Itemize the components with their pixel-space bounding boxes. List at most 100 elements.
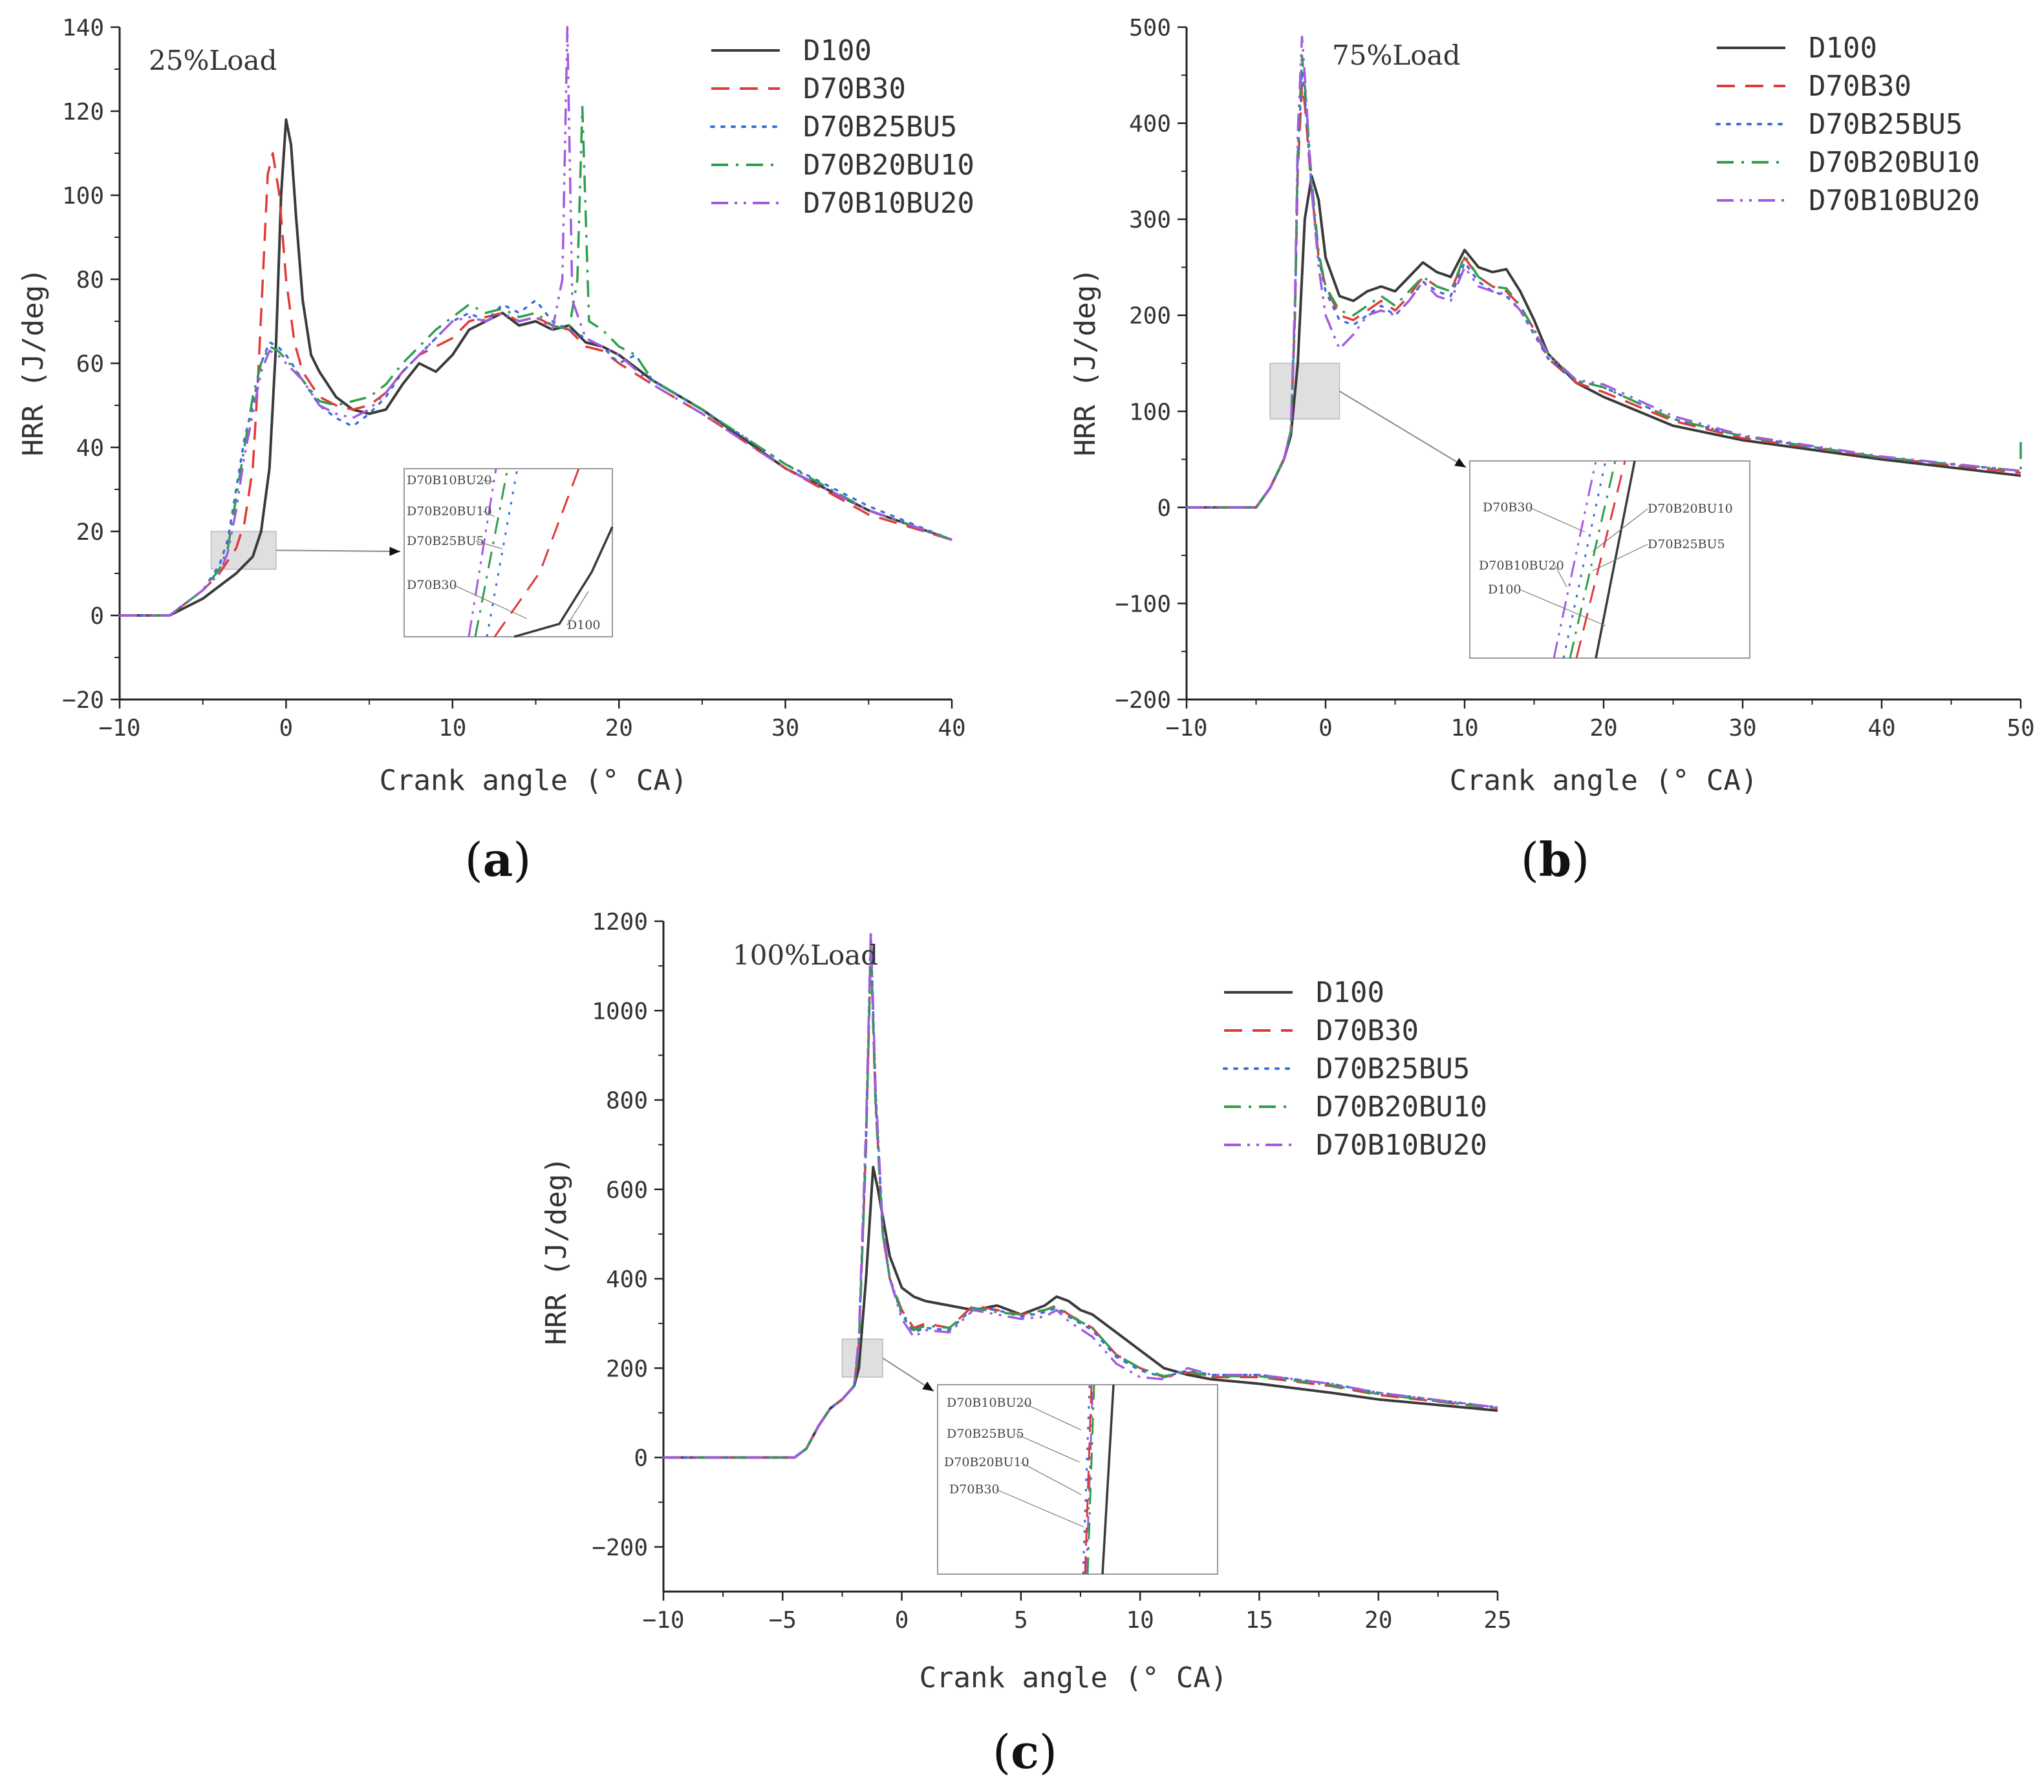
legend-label-d70b10bu20: D70B10BU20 (1809, 184, 1980, 217)
x-tick-label: 40 (1867, 715, 1895, 741)
zoom-region-box (841, 1338, 883, 1378)
panel-label-c: (c) (993, 1724, 1057, 1779)
chart-panel-c: −10 −5 0 5 10 15 20 25 −200 0 200 400 600 800 1000 1200… (540, 909, 1512, 1779)
chart-c-xlabel: Crank angle (° CA) (920, 1661, 1228, 1694)
y-tick-label: 20 (76, 519, 104, 546)
x-tick-label: 20 (1364, 1607, 1392, 1634)
y-tick-label: 1200 (592, 909, 648, 935)
panel-label-a: (a) (465, 832, 532, 887)
inset-line-d100 (513, 526, 614, 638)
series-line-d70b25bu5 (662, 933, 1499, 1459)
y-tick-label: −20 (62, 687, 104, 714)
x-tick-label: 15 (1245, 1607, 1273, 1634)
inset-line-d70b20bu10 (474, 468, 509, 637)
series-line-d100 (120, 118, 952, 617)
zoom-region-box (210, 531, 277, 570)
y-tick-label: 0 (90, 603, 104, 630)
legend-label-d70b30: D70B30 (1809, 70, 1911, 103)
legend-label-d70b25bu5: D70B25BU5 (1316, 1052, 1470, 1085)
zoom-inset: D70B10BU20 D70B25BU5 D70B20BU10 D70B30 (937, 1384, 1218, 1575)
chart-a-xlabel: Crank angle (° CA) (380, 764, 688, 797)
y-tick-label: 200 (1129, 303, 1171, 330)
y-tick-label: 200 (606, 1356, 648, 1382)
inset-frame (403, 468, 613, 637)
legend-label-d70b20bu10: D70B20BU10 (1809, 146, 1980, 179)
legend-label-d70b30: D70B30 (1316, 1014, 1419, 1047)
zoom-inset: D70B10BU20 D70B20BU10 D70B25BU5 D70B30 D100 (403, 468, 614, 638)
inset-label: D70B25BU5 (1648, 537, 1725, 551)
x-tick-label: 10 (1126, 1607, 1154, 1634)
legend-label-d100: D100 (1809, 32, 1877, 65)
zoom-arrow-head (922, 1381, 934, 1391)
chart-c-title: 100%Load (733, 939, 878, 971)
inset-line-d100 (1101, 1384, 1115, 1575)
x-tick-label: −10 (1165, 715, 1207, 741)
inset-label: D70B30 (949, 1482, 1000, 1497)
legend-label-d70b10bu20: D70B10BU20 (803, 187, 974, 220)
inset-line-d70b10bu20 (1085, 1384, 1094, 1575)
series-line-d70b20bu10 (1187, 54, 2022, 509)
y-tick-label: 500 (1129, 15, 1171, 41)
inset-leader-line (1529, 507, 1586, 533)
y-tick-label: −200 (592, 1535, 648, 1561)
x-tick-label: −5 (769, 1607, 797, 1634)
x-tick-label: −10 (642, 1607, 684, 1634)
inset-leader-line (1592, 544, 1648, 571)
series-line-d70b10bu20 (120, 26, 952, 617)
inset-leader-line (1022, 1402, 1082, 1431)
chart-panel-a: −10 0 10 20 30 40−20020406080100120140D100D70… (17, 15, 974, 887)
inset-leader-line (453, 584, 528, 619)
inset-leader-line (1020, 1462, 1082, 1495)
inset-leader-line (1015, 1433, 1081, 1463)
x-tick-label: 40 (938, 715, 965, 741)
chart-a-ylabel: HRR (J/deg) (17, 268, 50, 456)
y-tick-label: 0 (634, 1445, 648, 1472)
inset-label: D70B30 (407, 578, 457, 592)
chart-b-ylabel: HRR (J/deg) (1069, 268, 1102, 456)
inset-label: D70B30 (1483, 500, 1533, 515)
y-tick-label: 1000 (592, 998, 648, 1025)
y-tick-label: 120 (62, 99, 104, 125)
inset-line-d70b10bu20 (1553, 460, 1597, 659)
inset-label: D70B10BU20 (407, 473, 492, 487)
inset-line-d70b20bu10 (1086, 1384, 1095, 1575)
x-tick-label: 30 (771, 715, 799, 741)
inset-leader-line (475, 540, 503, 549)
inset-line-d70b30 (1575, 460, 1626, 659)
legend-label-d70b20bu10: D70B20BU10 (1316, 1091, 1487, 1124)
inset-label: D70B20BU10 (407, 504, 492, 518)
zoom-arrow-head (1454, 458, 1466, 467)
y-tick-label: 80 (76, 267, 104, 293)
inset-label: D100 (1488, 582, 1522, 597)
zoom-arrow-head (389, 546, 400, 556)
y-tick-label: 100 (62, 183, 104, 209)
y-tick-label: −200 (1115, 687, 1171, 714)
y-tick-label: 300 (1129, 207, 1171, 233)
y-tick-label: 100 (1129, 399, 1171, 425)
inset-line-d70b25bu5 (1562, 460, 1607, 659)
x-tick-label: 5 (1014, 1607, 1028, 1634)
x-tick-label: 20 (605, 715, 633, 741)
y-tick-label: 600 (606, 1177, 648, 1204)
x-tick-label: 50 (2006, 715, 2034, 741)
y-tick-label: 60 (76, 351, 104, 378)
zoom-inset: D70B30 D70B20BU10 D70B25BU5 D70B10BU20 D100 (1469, 460, 1750, 659)
inset-line-d70b30 (493, 468, 580, 637)
y-tick-label: 40 (76, 435, 104, 462)
inset-line-d70b25bu5 (1082, 1384, 1091, 1575)
legend-label-d100: D100 (803, 34, 872, 67)
inset-leader-line (1555, 565, 1567, 588)
series-line-d70b10bu20 (663, 929, 1498, 1459)
inset-frame (1469, 460, 1750, 659)
inset-label: D70B25BU5 (947, 1427, 1024, 1441)
inset-label: D70B20BU10 (944, 1455, 1029, 1469)
x-tick-label: 0 (279, 715, 294, 741)
inset-line-d70b10bu20 (468, 468, 497, 637)
y-tick-label: 0 (1157, 495, 1171, 522)
inset-label: D70B25BU5 (407, 534, 484, 548)
y-tick-label: 400 (1129, 111, 1171, 138)
zoom-arrow-line (1339, 390, 1467, 468)
inset-leader-line (482, 511, 495, 517)
legend-label-d100: D100 (1316, 976, 1384, 1009)
